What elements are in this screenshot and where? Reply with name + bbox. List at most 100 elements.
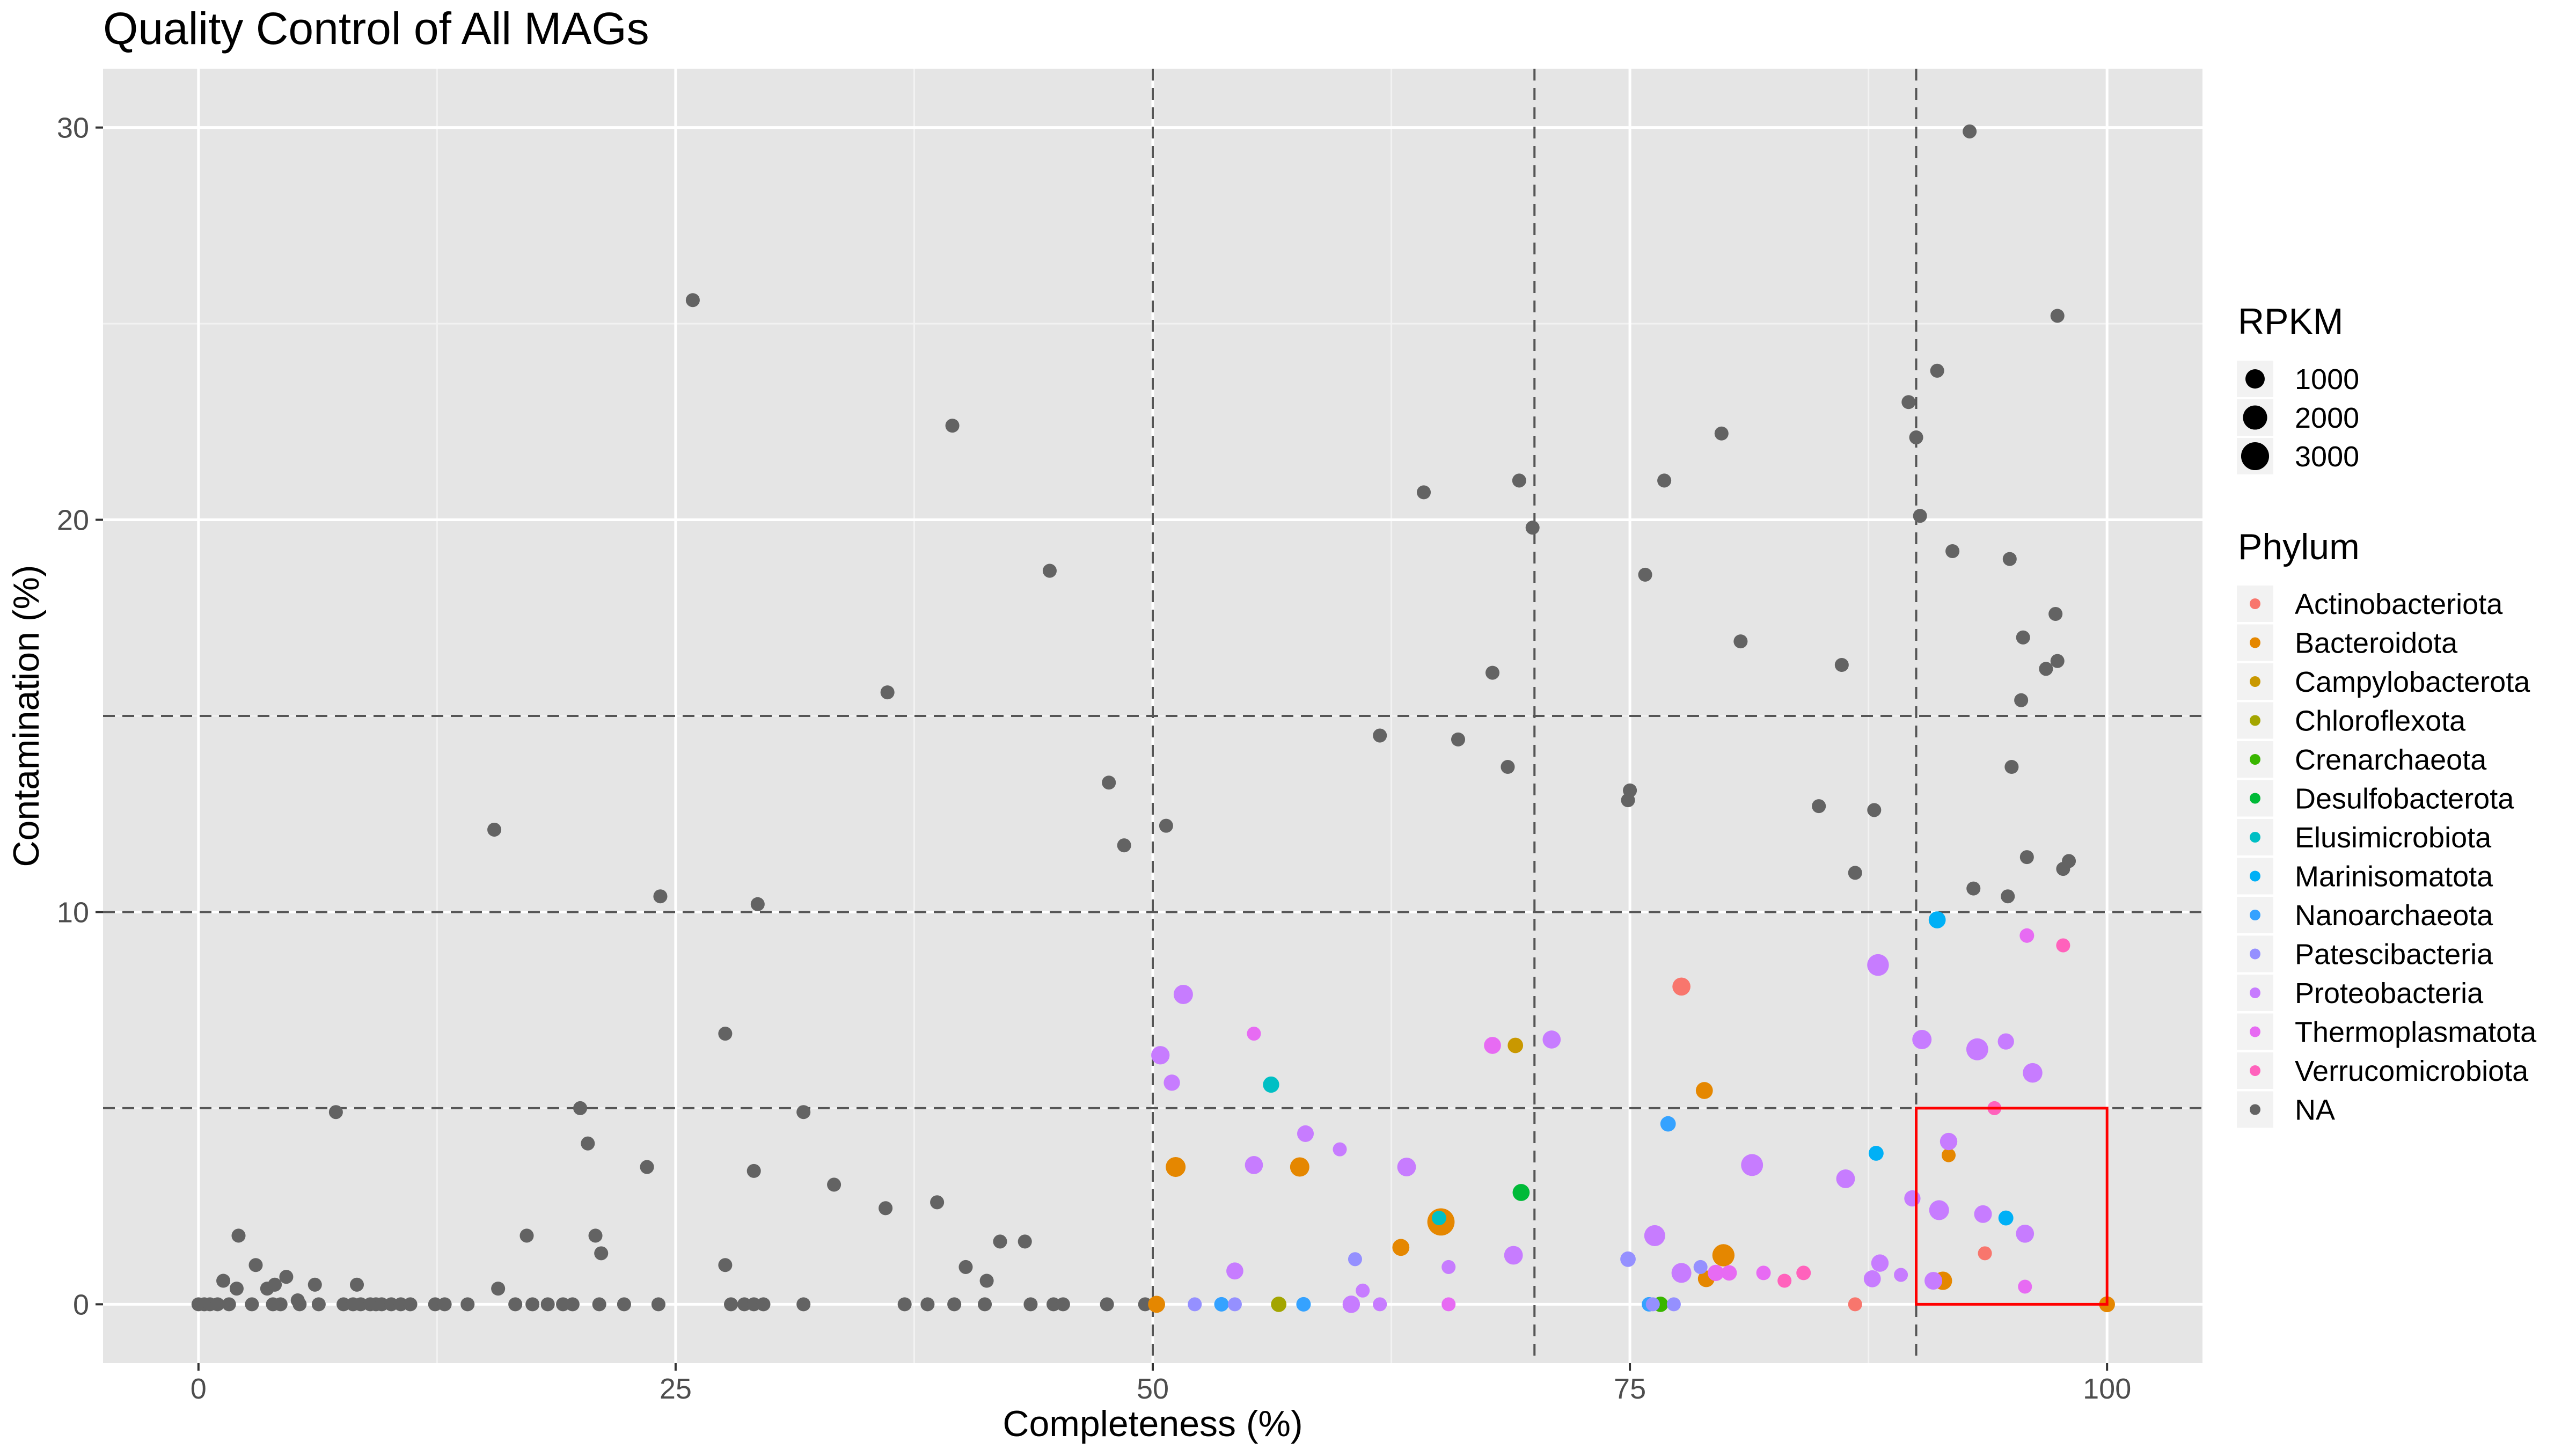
- y-axis-ticks: 0 10 20 30: [57, 112, 103, 1321]
- data-point: [1148, 1296, 1165, 1313]
- data-point: [2050, 309, 2065, 323]
- data-point: [1416, 485, 1431, 500]
- data-point: [1645, 1297, 1660, 1312]
- data-point: [1117, 838, 1131, 853]
- size-legend: RPKM 1000 2000 3000: [2237, 301, 2359, 474]
- data-point: [1867, 954, 1889, 976]
- data-point: [1741, 1154, 1763, 1176]
- data-point: [978, 1297, 992, 1312]
- data-point: [993, 1234, 1007, 1249]
- color-legend: Phylum Actinobacteriota Bacteroidota Campy…: [2237, 526, 2537, 1128]
- chart-title: Quality Control of All MAGs: [103, 3, 649, 54]
- x-tick-label: 50: [1137, 1373, 1169, 1405]
- data-point: [1693, 1260, 1708, 1274]
- data-point: [1245, 1156, 1263, 1174]
- data-point: [1777, 1274, 1792, 1288]
- data-point: [2056, 938, 2070, 953]
- data-point: [1894, 1268, 1908, 1282]
- data-point: [685, 293, 700, 308]
- data-point: [796, 1297, 811, 1312]
- data-point: [2019, 928, 2035, 943]
- data-point: [592, 1297, 606, 1312]
- data-point: [540, 1297, 555, 1312]
- size-legend-title: RPKM: [2238, 301, 2343, 342]
- data-point: [1290, 1157, 1309, 1177]
- data-point: [947, 1297, 962, 1312]
- data-point: [581, 1136, 595, 1151]
- data-point: [2019, 850, 2034, 865]
- color-legend-symbol: [2250, 715, 2260, 726]
- data-point: [1966, 1038, 1988, 1060]
- data-point: [1373, 728, 1387, 743]
- data-point: [1441, 1297, 1456, 1312]
- data-point: [1912, 1030, 1932, 1049]
- data-point: [1451, 732, 1466, 747]
- data-point: [1623, 783, 1637, 797]
- color-legend-title: Phylum: [2238, 526, 2360, 567]
- color-legend-label: Crenarchaeota: [2295, 744, 2487, 776]
- data-point: [565, 1297, 580, 1312]
- data-point: [1042, 564, 1057, 578]
- color-legend-symbol: [2250, 832, 2260, 843]
- color-legend-symbol: [2250, 598, 2260, 609]
- data-point: [1188, 1297, 1202, 1312]
- size-legend-symbol: [2241, 442, 2270, 471]
- data-point: [1868, 1146, 1884, 1161]
- data-point: [328, 1105, 343, 1119]
- data-point: [308, 1277, 322, 1292]
- data-point: [229, 1282, 244, 1296]
- color-legend-symbol: [2250, 987, 2260, 998]
- data-point: [2004, 759, 2019, 774]
- data-point: [1397, 1158, 1416, 1176]
- data-point: [958, 1260, 973, 1274]
- data-point: [245, 1297, 259, 1312]
- data-point: [216, 1274, 231, 1288]
- data-point: [1928, 911, 1946, 928]
- data-point: [1848, 866, 1862, 880]
- data-point: [1512, 473, 1526, 488]
- data-point: [273, 1297, 288, 1312]
- data-point: [311, 1297, 326, 1312]
- color-legend-symbol: [2250, 637, 2260, 648]
- data-point: [1151, 1046, 1170, 1065]
- data-point: [1733, 634, 1748, 649]
- size-legend-symbol: [2243, 405, 2267, 430]
- data-point: [1904, 1190, 1921, 1207]
- data-point: [1929, 1200, 1949, 1220]
- data-point: [1356, 1283, 1370, 1298]
- data-point: [1504, 1246, 1523, 1265]
- data-point: [1812, 799, 1826, 814]
- data-point: [718, 1027, 733, 1041]
- data-point: [651, 1297, 665, 1312]
- data-point: [1056, 1297, 1070, 1312]
- color-legend-label: Patescibacteria: [2295, 939, 2493, 971]
- data-point: [2001, 889, 2015, 904]
- data-point: [2039, 662, 2053, 676]
- data-point: [1620, 1251, 1636, 1267]
- data-point: [1102, 775, 1116, 790]
- color-legend-symbol: [2250, 1065, 2260, 1076]
- color-legend-label: Nanoarchaeota: [2295, 899, 2493, 932]
- data-point: [1485, 665, 1500, 680]
- data-point: [1501, 759, 1515, 774]
- data-point: [210, 1297, 225, 1312]
- y-tick-label: 10: [57, 896, 89, 928]
- data-point: [617, 1297, 631, 1312]
- data-point: [2062, 854, 2076, 868]
- data-point: [268, 1277, 282, 1292]
- color-legend-label: Chloroflexota: [2295, 705, 2466, 737]
- data-point: [756, 1297, 771, 1312]
- data-point: [1909, 430, 1923, 445]
- data-point: [1836, 1169, 1855, 1188]
- data-point: [1227, 1297, 1242, 1312]
- data-point: [248, 1258, 263, 1272]
- color-legend-label: Campylobacterota: [2295, 666, 2530, 698]
- color-legend-symbol: [2250, 948, 2260, 960]
- data-point: [1507, 1037, 1524, 1053]
- data-point: [1348, 1252, 1362, 1267]
- data-point: [1018, 1234, 1032, 1249]
- data-point: [1525, 521, 1540, 535]
- x-tick-label: 0: [191, 1373, 207, 1405]
- data-point: [1163, 1074, 1180, 1091]
- color-legend-label: Thermoplasmatota: [2295, 1016, 2537, 1049]
